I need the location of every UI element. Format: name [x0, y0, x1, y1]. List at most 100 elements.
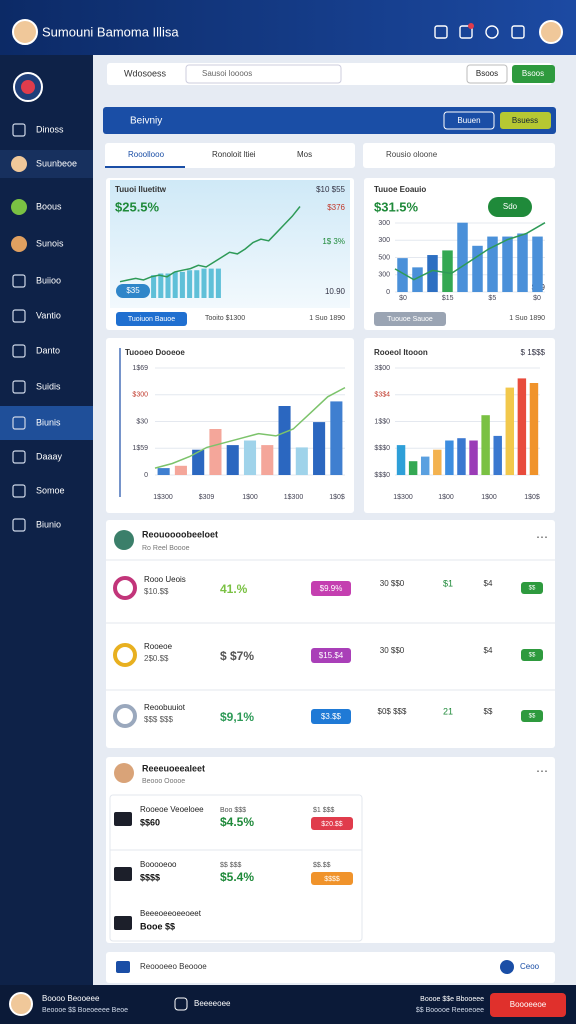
button-label[interactable]: $$ — [529, 653, 536, 659]
card-title: Reeeuoeealeet — [142, 763, 205, 773]
bar — [215, 268, 221, 298]
header-icon[interactable] — [511, 25, 525, 39]
header-icon[interactable] — [434, 25, 448, 39]
nav-item[interactable]: Vantio — [36, 310, 61, 320]
side-label: $10 $55 — [316, 185, 345, 194]
menu[interactable]: ⋯ — [536, 530, 548, 544]
bar — [442, 250, 453, 292]
y-axis-label: $3$4 — [374, 392, 390, 399]
nav-item[interactable]: Boous — [36, 201, 62, 211]
bar — [502, 236, 513, 292]
x-axis-label: $0 — [533, 295, 541, 302]
button-label[interactable]: Boooeeoe — [510, 1000, 547, 1009]
trend-line — [119, 206, 301, 283]
bar — [469, 440, 478, 475]
row-value: $4 — [484, 646, 493, 655]
chart-headline: $25.5% — [115, 199, 160, 214]
button-label[interactable]: Bsuess — [512, 116, 538, 125]
button[interactable] — [490, 993, 566, 1017]
nav-item[interactable]: Daaay — [36, 451, 63, 461]
button[interactable] — [466, 64, 508, 84]
chart-area — [110, 180, 350, 308]
chart-footer: 1 Suo 1890 — [309, 315, 345, 322]
asset-pct: $4.5% — [220, 815, 254, 829]
x-axis-label: 1$300 — [284, 494, 304, 501]
nav-item[interactable]: Sunois — [36, 238, 64, 248]
avatar — [9, 992, 33, 1016]
nav-icon — [12, 484, 26, 498]
nav-item[interactable]: Somoe — [36, 485, 65, 495]
button[interactable] — [512, 65, 555, 83]
bar — [261, 445, 274, 475]
y-axis-label: 1$59 — [132, 445, 148, 452]
button-label[interactable]: $$ — [529, 714, 536, 720]
asset-meta: $$.$$ — [313, 862, 331, 869]
button[interactable] — [521, 649, 543, 661]
header-icon[interactable] — [459, 25, 473, 39]
button[interactable] — [521, 710, 543, 722]
button[interactable] — [500, 112, 551, 129]
logo — [21, 80, 35, 94]
asset-value: $$60 — [140, 817, 160, 827]
button-label[interactable]: Bsoos — [522, 69, 544, 78]
button[interactable] — [443, 111, 495, 130]
button-label[interactable]: Tuouoe Sauoe — [387, 316, 433, 323]
button-label[interactable]: Bsoos — [476, 69, 498, 78]
y-axis-label: 300 — [378, 220, 390, 227]
nav-item[interactable]: Danto — [36, 345, 60, 355]
side-label: $ 1$$$ — [521, 348, 546, 357]
nav-item[interactable]: Biunio — [36, 519, 61, 529]
asset-list — [109, 794, 363, 942]
nav-item[interactable]: Biunis — [36, 417, 61, 427]
filter[interactable]: Rousio oloone — [386, 150, 438, 159]
button[interactable] — [374, 312, 446, 326]
menu[interactable]: ⋯ — [536, 764, 548, 778]
bar — [209, 429, 222, 475]
row-pct: $ $7% — [220, 649, 254, 663]
nav-item[interactable]: Dinoss — [36, 124, 64, 134]
header-icon[interactable] — [485, 25, 499, 39]
side-label: $376 — [327, 203, 345, 212]
bar — [487, 236, 498, 292]
button-label[interactable]: Tuoiuon Bauoe — [128, 316, 175, 323]
x-axis-label: 1$300 — [393, 494, 413, 501]
y-axis-label: 1$$0 — [374, 418, 390, 425]
bar — [158, 273, 164, 298]
footer-link[interactable]: Beeeeoee — [194, 999, 231, 1008]
tab[interactable]: Ronoloit ltiei — [212, 150, 256, 159]
bar — [396, 445, 406, 475]
active-item — [0, 406, 93, 440]
avatar — [539, 20, 563, 44]
row-value: 30 $$0 — [380, 579, 405, 588]
link[interactable]: Ceoo — [520, 962, 540, 971]
nav-icon — [12, 450, 26, 464]
asset-meta: $$ $$$ — [220, 862, 242, 869]
button-label[interactable]: Buuen — [457, 116, 480, 125]
nav-item[interactable]: Buiioo — [36, 275, 61, 285]
nav-item[interactable]: Suunbeoe — [36, 158, 77, 168]
button[interactable] — [521, 582, 543, 594]
button-label[interactable]: $$ — [529, 586, 536, 592]
x-axis-label: 1$300 — [153, 494, 173, 501]
bar — [179, 271, 185, 298]
chart-card — [364, 338, 555, 513]
bar — [529, 383, 539, 475]
bar — [505, 387, 515, 475]
bar — [412, 267, 423, 292]
tab-indicator — [105, 166, 185, 168]
badge-label: $9.9% — [320, 584, 343, 593]
ring — [113, 576, 137, 600]
search-box[interactable] — [185, 64, 342, 84]
badge — [311, 648, 351, 663]
row-name: Rooo Ueois — [144, 575, 186, 584]
y-axis-label: 300 — [378, 272, 390, 279]
button[interactable] — [116, 312, 187, 326]
nav-item[interactable]: Suidis — [36, 381, 61, 391]
trend-line — [394, 222, 546, 281]
asset-name: Booooeoo — [140, 860, 177, 869]
y-axis-label: 0 — [386, 289, 390, 296]
nav-icon — [12, 274, 26, 288]
tab[interactable]: Rooollooo — [128, 150, 165, 159]
tab[interactable]: Mos — [297, 150, 312, 159]
